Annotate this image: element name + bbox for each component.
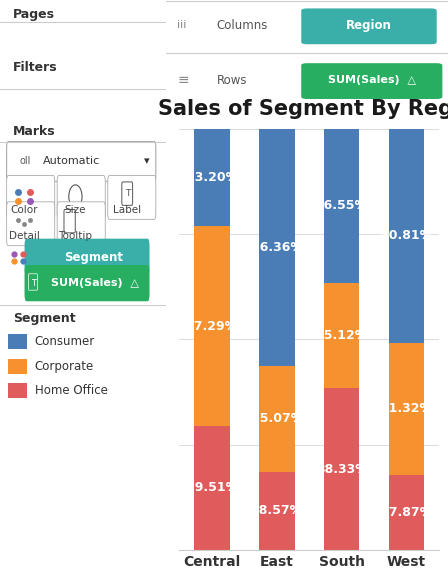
FancyBboxPatch shape [25,239,150,275]
FancyBboxPatch shape [25,265,150,301]
Text: Region: Region [346,19,392,32]
Bar [324,283,359,388]
FancyBboxPatch shape [7,142,156,181]
Text: 47.29%: 47.29% [185,319,238,332]
FancyBboxPatch shape [57,176,105,219]
Text: ▾: ▾ [144,156,150,167]
Text: 23.20%: 23.20% [185,171,238,184]
Text: 56.36%: 56.36% [251,241,302,254]
Bar [324,388,359,550]
FancyBboxPatch shape [64,209,75,233]
Bar [9,334,27,349]
FancyBboxPatch shape [7,202,55,246]
Text: Sales of Segment By Region: Sales of Segment By Region [159,99,448,119]
Bar [259,129,294,366]
Text: Segment: Segment [64,251,123,264]
Text: SUM(Sales)  △: SUM(Sales) △ [328,75,416,85]
Text: Columns: Columns [216,19,268,32]
Text: Automatic: Automatic [43,156,100,167]
Bar [194,226,229,426]
Text: 17.87%: 17.87% [380,506,433,519]
Text: Consumer: Consumer [35,335,95,348]
Text: 31.32%: 31.32% [380,402,433,415]
Text: Corporate: Corporate [35,360,94,373]
Bar [9,359,27,374]
Text: Marks: Marks [13,125,56,138]
Bar [389,474,424,550]
Bar [9,383,27,398]
Text: 36.55%: 36.55% [315,199,368,212]
Text: Detail: Detail [9,230,39,241]
Text: 18.57%: 18.57% [250,504,303,517]
Text: 29.51%: 29.51% [185,481,238,494]
Text: Label: Label [113,205,141,215]
Text: Pages: Pages [13,8,55,21]
FancyBboxPatch shape [29,274,38,290]
Bar [259,472,294,550]
Text: Home Office: Home Office [35,384,108,397]
FancyBboxPatch shape [122,182,133,205]
FancyBboxPatch shape [7,176,55,219]
Text: Color: Color [10,205,38,215]
Text: Tooltip: Tooltip [58,230,92,241]
Bar [389,129,424,343]
Text: 25.12%: 25.12% [315,329,368,342]
Text: Size: Size [65,205,86,215]
Text: iii: iii [177,20,186,30]
Text: Rows: Rows [216,74,247,87]
FancyBboxPatch shape [57,202,105,246]
Text: Filters: Filters [13,61,58,74]
Text: oll: oll [20,156,31,167]
FancyBboxPatch shape [108,176,156,219]
Text: T: T [30,278,36,288]
Text: 25.07%: 25.07% [250,412,303,425]
Text: SUM(Sales)  △: SUM(Sales) △ [52,278,139,288]
Bar [194,426,229,550]
FancyBboxPatch shape [301,8,437,44]
Text: 38.33%: 38.33% [316,463,367,476]
Bar [389,343,424,474]
Text: Segment: Segment [13,312,76,325]
Text: ≡: ≡ [177,73,189,87]
Text: T: T [125,189,130,198]
Bar [324,129,359,283]
Bar [259,366,294,472]
Bar [194,129,229,226]
Text: 50.81%: 50.81% [380,229,433,242]
FancyBboxPatch shape [301,63,442,99]
